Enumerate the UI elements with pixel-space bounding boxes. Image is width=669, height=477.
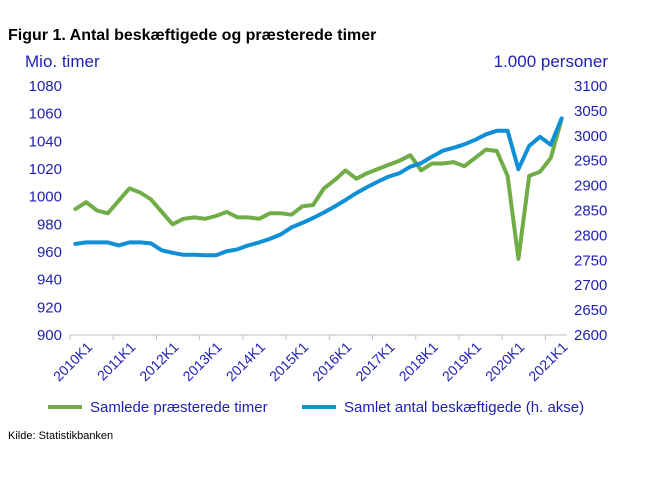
right-tick-label: 2700 (574, 277, 607, 294)
legend-label-hours: Samlede præsterede timer (90, 399, 268, 416)
x-tick-label: 2016K1 (309, 339, 355, 385)
left-tick-label: 1000 (29, 189, 62, 206)
x-tick-label: 2011K1 (94, 339, 139, 384)
x-tick-label: 2014K1 (223, 339, 269, 385)
x-axis-ticks: 2010K12011K12012K12013K12014K12015K12016… (50, 335, 571, 384)
series-line-employed (73, 116, 564, 258)
x-tick-label: 2013K1 (179, 339, 225, 385)
right-tick-label: 3000 (574, 128, 607, 145)
left-tick-label: 1080 (29, 78, 62, 95)
right-tick-label: 2800 (574, 227, 607, 244)
left-tick-label: 1040 (29, 133, 62, 150)
legend-label-employed: Samlet antal beskæftigede (h. akse) (344, 399, 584, 416)
left-tick-label: 980 (37, 216, 62, 233)
right-tick-label: 3050 (574, 103, 607, 120)
chart-title: Figur 1. Antal beskæftigede og præstered… (8, 27, 376, 44)
right-tick-label: 2850 (574, 203, 607, 220)
left-tick-label: 960 (37, 244, 62, 261)
x-tick-label: 2019K1 (439, 339, 485, 385)
right-tick-label: 2950 (574, 153, 607, 170)
left-tick-label: 920 (37, 299, 62, 316)
x-tick-label: 2012K1 (136, 339, 182, 385)
right-axis-label: 1.000 personer (494, 52, 609, 71)
series-line-hours (73, 117, 564, 261)
left-tick-label: 1020 (29, 161, 62, 178)
right-tick-label: 2750 (574, 252, 607, 269)
left-tick-label: 940 (37, 272, 62, 289)
left-axis-ticks: 900 920 940 960 980 1000 1020 1040 1060 1080 (29, 78, 62, 344)
right-tick-label: 3100 (574, 78, 607, 95)
x-tick-label: 2015K1 (266, 339, 312, 385)
right-tick-label: 2650 (574, 302, 607, 319)
right-axis-ticks: 2600 2650 2700 2750 2800 2850 2900 2950 3000 3050… (574, 78, 607, 344)
series-layer (73, 116, 564, 261)
x-tick-label: 2020K1 (482, 339, 528, 385)
right-tick-label: 2600 (574, 327, 607, 344)
left-tick-label: 900 (37, 327, 62, 344)
left-axis-label: Mio. timer (25, 52, 100, 71)
legend: Samlede præsterede timer Samlet antal be… (48, 399, 584, 416)
x-tick-label: 2017K1 (352, 339, 398, 385)
x-tick-label: 2021K1 (525, 339, 571, 385)
right-tick-label: 2900 (574, 178, 607, 195)
source-note: Kilde: Statistikbanken (8, 430, 113, 442)
x-tick-label: 2018K1 (396, 339, 442, 385)
x-tick-label: 2010K1 (50, 339, 96, 385)
left-tick-label: 1060 (29, 106, 62, 123)
